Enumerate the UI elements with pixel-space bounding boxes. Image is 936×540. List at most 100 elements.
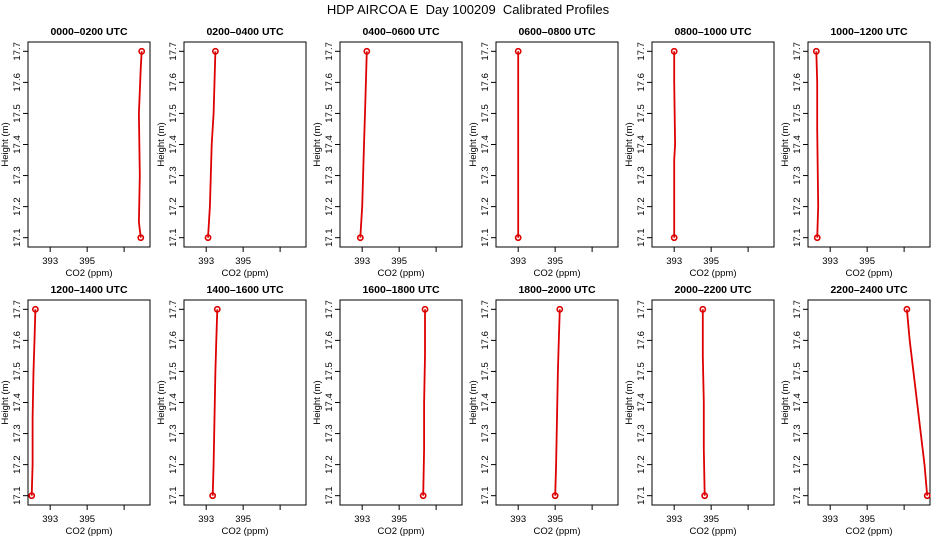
y-tick-label: 17.5 [480, 104, 491, 123]
top-point [556, 305, 564, 313]
y-tick-label: 17.3 [12, 166, 23, 185]
x-axis-label: CO2 (ppm) [690, 268, 737, 279]
y-tick-label: 17.5 [168, 104, 179, 123]
y-tick-label: 17.6 [324, 73, 335, 92]
profile-line [30, 309, 37, 496]
y-tick-label: 17.2 [792, 455, 803, 474]
x-axis-label: CO2 (ppm) [222, 268, 269, 279]
y-tick-label: 17.7 [792, 42, 803, 61]
y-tick-label: 17.4 [480, 135, 491, 154]
panel-title: 1400–1600 UTC [206, 284, 283, 296]
y-tick-label: 17.4 [12, 135, 23, 154]
x-tick-label: 395 [703, 256, 719, 267]
y-axis-label: Height (m) [780, 380, 791, 424]
y-tick-label: 17.2 [168, 455, 179, 474]
top-point [699, 305, 707, 313]
panel-title: 1800–2000 UTC [518, 284, 595, 296]
y-tick-label: 17.3 [636, 424, 647, 443]
bottom-point [28, 492, 36, 500]
y-tick-label: 17.4 [636, 393, 647, 412]
y-tick-label: 17.4 [324, 135, 335, 154]
x-tick-label: 395 [547, 514, 563, 525]
y-tick-label: 17.7 [480, 42, 491, 61]
x-tick-label: 393 [666, 256, 682, 267]
x-axis-label: CO2 (ppm) [222, 526, 269, 537]
y-axis-label: Height (m) [312, 380, 323, 424]
y-tick-label: 17.7 [636, 42, 647, 61]
y-tick-label: 17.1 [12, 228, 23, 247]
y-tick-label: 17.6 [636, 73, 647, 92]
x-axis-label: CO2 (ppm) [378, 526, 425, 537]
x-tick-label: 393 [354, 514, 370, 525]
x-axis-label: CO2 (ppm) [690, 526, 737, 537]
plot-frame [651, 299, 775, 506]
panel-title: 0400–0600 UTC [362, 26, 439, 38]
panel-title: 0000–0200 UTC [50, 26, 127, 38]
y-tick-label: 17.2 [480, 197, 491, 216]
x-tick-label: 395 [79, 514, 95, 525]
x-tick-label: 393 [354, 256, 370, 267]
y-tick-label: 17.4 [168, 135, 179, 154]
y-tick-label: 17.3 [636, 166, 647, 185]
profile-line [701, 309, 706, 496]
y-tick-label: 17.6 [792, 331, 803, 350]
y-tick-label: 17.7 [168, 42, 179, 61]
top-point [138, 47, 146, 55]
y-tick-label: 17.7 [792, 300, 803, 319]
page-title: HDP AIRCOA E Day 100209 Calibrated Profi… [326, 2, 610, 17]
x-axis-label: CO2 (ppm) [378, 268, 425, 279]
top-point [514, 47, 522, 55]
y-tick-label: 17.6 [636, 331, 647, 350]
x-tick-label: 395 [235, 256, 251, 267]
y-tick-label: 17.3 [12, 424, 23, 443]
y-tick-label: 17.1 [168, 486, 179, 505]
y-tick-label: 17.6 [168, 73, 179, 92]
y-tick-label: 17.6 [480, 73, 491, 92]
y-tick-label: 17.2 [12, 455, 23, 474]
y-axis-label: Height (m) [624, 380, 635, 424]
bottom-point [137, 234, 145, 242]
bottom-point [670, 234, 678, 242]
y-tick-label: 17.4 [168, 393, 179, 412]
bottom-point [551, 492, 559, 500]
top-point [670, 47, 678, 55]
y-axis-label: Height (m) [156, 380, 167, 424]
y-axis-label: Height (m) [468, 380, 479, 424]
plot-frame [339, 299, 463, 506]
y-tick-label: 17.2 [792, 197, 803, 216]
bottom-point [813, 234, 821, 242]
x-tick-label: 393 [42, 514, 58, 525]
top-point [363, 47, 371, 55]
y-tick-label: 17.4 [636, 135, 647, 154]
y-axis-label: Height (m) [156, 122, 167, 166]
panel-title: 0800–1000 UTC [674, 26, 751, 38]
plot-frame [807, 299, 931, 506]
top-point [812, 47, 820, 55]
plot-frame [651, 41, 775, 248]
plot-frame [27, 299, 151, 506]
x-tick-label: 393 [42, 256, 58, 267]
top-point [903, 305, 911, 313]
y-tick-label: 17.4 [324, 393, 335, 412]
y-axis-label: Height (m) [624, 122, 635, 166]
y-axis-label: Height (m) [780, 122, 791, 166]
x-tick-label: 395 [859, 256, 875, 267]
plot-frame [183, 41, 307, 248]
y-tick-label: 17.7 [12, 42, 23, 61]
y-tick-label: 17.5 [480, 362, 491, 381]
plot-frame [27, 41, 151, 248]
x-axis-label: CO2 (ppm) [534, 268, 581, 279]
y-tick-label: 17.3 [324, 424, 335, 443]
x-axis-label: CO2 (ppm) [534, 526, 581, 537]
y-tick-label: 17.7 [168, 300, 179, 319]
y-tick-label: 17.6 [12, 73, 23, 92]
top-point [213, 305, 221, 313]
y-tick-label: 17.2 [168, 197, 179, 216]
